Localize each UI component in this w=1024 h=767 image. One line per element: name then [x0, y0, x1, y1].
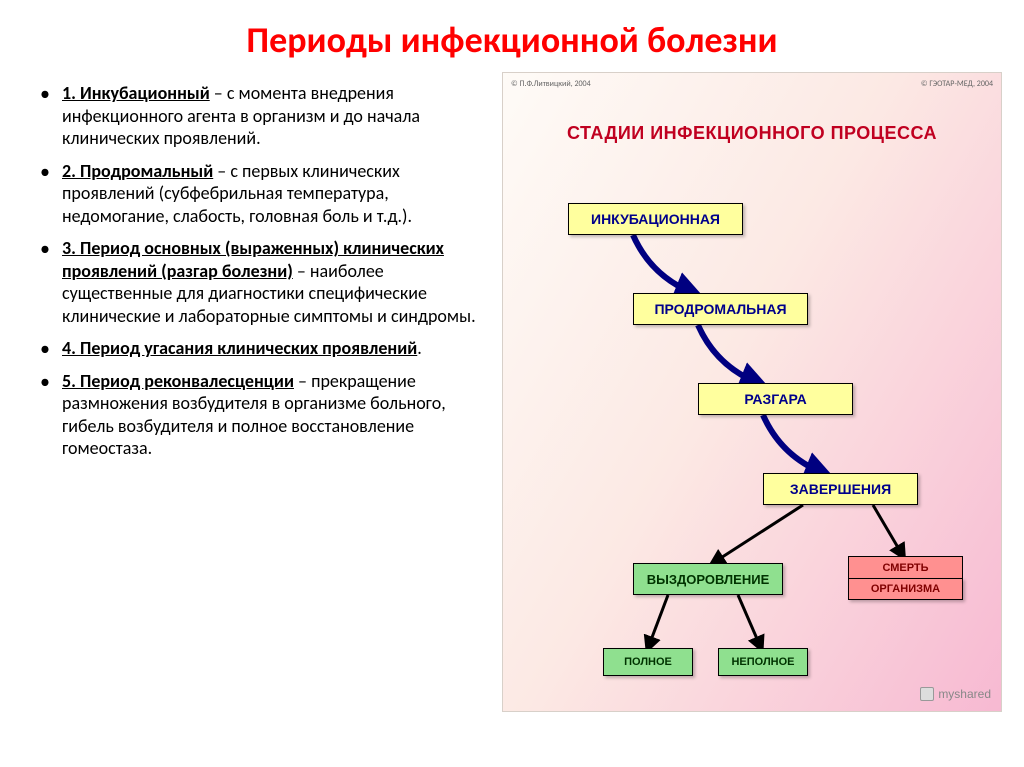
credit-right: © ГЭОТАР-МЕД, 2004: [921, 79, 993, 89]
flow-arrow: [873, 505, 903, 556]
flow-node-n3: РАЗГАРА: [698, 383, 853, 415]
flow-node-n7: ПОЛНОЕ: [603, 648, 693, 676]
bullet-item: 3. Период основных (выраженных) клиничес…: [40, 237, 482, 327]
content-row: 1. Инкубационный – с момента внедрения и…: [0, 72, 1024, 712]
watermark-text: myshared: [938, 687, 991, 701]
flow-node-n5: ВЫЗДОРОВЛЕНИЕ: [633, 563, 783, 595]
bullet-item: 1. Инкубационный – с момента внедрения и…: [40, 82, 482, 150]
flow-arrow: [738, 595, 761, 648]
flow-node-n8: НЕПОЛНОЕ: [718, 648, 808, 676]
diagram-title: СТАДИИ ИНФЕКЦИОННОГО ПРОЦЕССА: [503, 123, 1001, 144]
bullet-text: .: [417, 337, 422, 359]
flow-arrow: [633, 235, 693, 293]
diagram-column: © П.Ф.Литвицкий, 2004 © ГЭОТАР-МЕД, 2004…: [500, 72, 1005, 712]
watermark-icon: [920, 687, 934, 701]
credit-left: © П.Ф.Литвицкий, 2004: [511, 79, 591, 89]
flow-node-n4: ЗАВЕРШЕНИЯ: [763, 473, 918, 505]
bullet-bold: 5. Период реконвалесценции: [62, 370, 294, 392]
slide-title: Периоды инфекционной болезни: [0, 0, 1024, 72]
flow-arrow: [763, 415, 823, 473]
flow-arrow: [713, 505, 803, 563]
bullet-bold: 1. Инкубационный: [62, 82, 210, 104]
flow-node-n6b: ОРГАНИЗМА: [848, 578, 963, 600]
flow-arrow: [698, 325, 758, 383]
flow-arrow: [648, 595, 668, 648]
bullet-bold: 4. Период угасания клинических проявлени…: [62, 337, 417, 359]
diagram: © П.Ф.Литвицкий, 2004 © ГЭОТАР-МЕД, 2004…: [502, 72, 1002, 712]
bullet-item: 4. Период угасания клинических проявлени…: [40, 337, 482, 360]
flow-node-n2: ПРОДРОМАЛЬНАЯ: [633, 293, 808, 325]
bullet-list: 1. Инкубационный – с момента внедрения и…: [10, 72, 500, 712]
watermark: myshared: [920, 687, 991, 701]
bullet-bold: 3. Период основных (выраженных) клиничес…: [62, 237, 444, 282]
bullet-bold: 2. Продромальный: [62, 160, 213, 182]
flow-node-n6a: СМЕРТЬ: [848, 556, 963, 580]
flow-node-n1: ИНКУБАЦИОННАЯ: [568, 203, 743, 235]
bullet-item: 5. Период реконвалесценции – прекращение…: [40, 370, 482, 460]
bullet-item: 2. Продромальный – с первых клинических …: [40, 160, 482, 228]
